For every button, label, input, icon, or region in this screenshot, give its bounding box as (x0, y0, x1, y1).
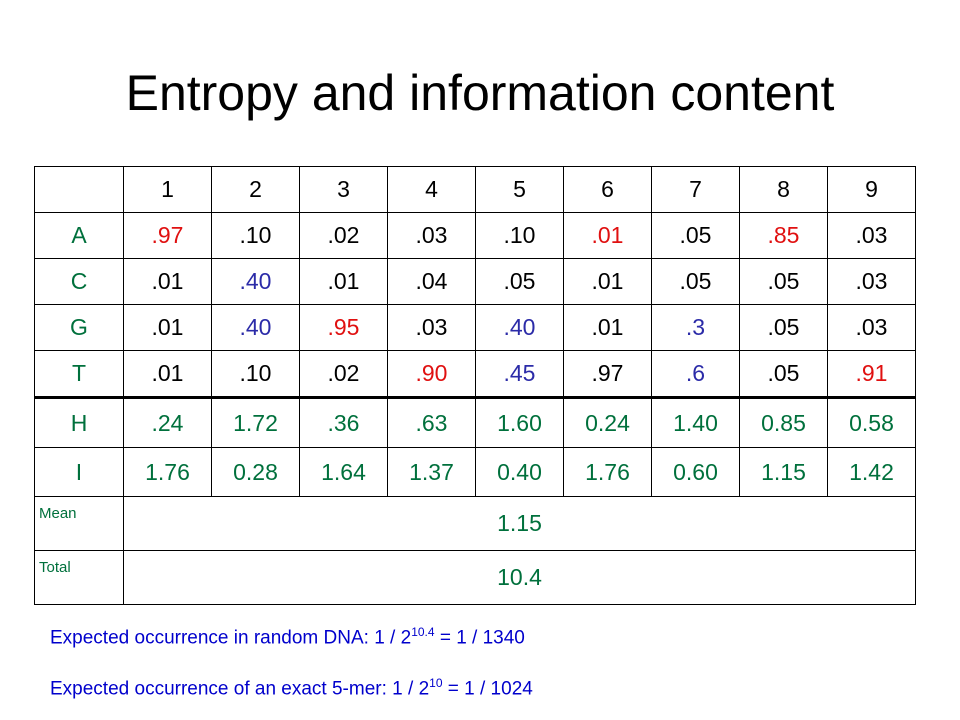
row-label: G (34, 304, 124, 351)
probability-cell: .85 (739, 212, 828, 259)
probability-cell: .40 (211, 258, 300, 305)
column-header: 4 (387, 166, 476, 213)
probability-cell: .6 (651, 350, 740, 399)
probability-cell: .3 (651, 304, 740, 351)
column-header: 6 (563, 166, 652, 213)
note-random-dna: Expected occurrence in random DNA: 1 / 2… (50, 625, 525, 649)
probability-cell: .05 (475, 258, 564, 305)
probability-cell: .03 (827, 304, 916, 351)
metric-cell: .24 (123, 397, 212, 448)
metric-cell: 1.42 (827, 447, 916, 497)
column-header: 3 (299, 166, 388, 213)
metric-cell: 0.60 (651, 447, 740, 497)
nucleotide-row: G .01.40.95.03.40.01.3.05.03 (34, 304, 916, 351)
metric-row: H .24 1.72.36.63 1.60 0.24 1.40 0.85 0.58 (34, 397, 916, 448)
column-header: 8 (739, 166, 828, 213)
total-value: 10.4 (123, 550, 916, 605)
probability-cell: .01 (123, 350, 212, 399)
metric-cell: .63 (387, 397, 476, 448)
probability-table: 1 2 3 4 5 6 7 8 9 A .97.10.02.03.10.01.05.85.03 C .0… (34, 166, 916, 605)
probability-cell: .01 (563, 212, 652, 259)
nucleotide-row: C .01.40.01.04.05.01.05.05.03 (34, 258, 916, 305)
probability-cell: .45 (475, 350, 564, 399)
row-label: C (34, 258, 124, 305)
metric-cell: 0.40 (475, 447, 564, 497)
corner-cell (34, 166, 124, 213)
note-prefix: Expected occurrence of an exact 5-mer: 1… (50, 678, 430, 700)
column-header: 1 (123, 166, 212, 213)
metric-row: I 1.76 0.28 1.64 1.37 0.40 1.76 0.60 1.15 1.42 (34, 447, 916, 497)
column-header: 5 (475, 166, 564, 213)
note-exponent: 10 (429, 676, 443, 690)
probability-cell: .03 (827, 258, 916, 305)
probability-cell: .03 (827, 212, 916, 259)
probability-cell: .05 (739, 350, 828, 399)
probability-cell: .10 (475, 212, 564, 259)
probability-cell: .05 (651, 212, 740, 259)
note-exponent: 10.4 (411, 625, 435, 639)
probability-cell: .03 (387, 212, 476, 259)
probability-cell: .01 (123, 304, 212, 351)
note-suffix: = 1 / 1340 (434, 627, 525, 649)
metric-cell: 0.58 (827, 397, 916, 448)
nucleotide-row: T .01.10.02.90.45.97.6.05.91 (34, 350, 916, 399)
total-label: Total (34, 550, 124, 605)
row-label: T (34, 350, 124, 399)
nucleotide-row: A .97.10.02.03.10.01.05.85.03 (34, 212, 916, 259)
metric-cell: 1.72 (211, 397, 300, 448)
total-row: Total 10.4 (34, 550, 916, 605)
row-label: A (34, 212, 124, 259)
metric-cell: 0.24 (563, 397, 652, 448)
mean-label: Mean (34, 496, 124, 551)
row-label: I (34, 447, 124, 497)
probability-cell: .40 (211, 304, 300, 351)
probability-cell: .10 (211, 350, 300, 399)
probability-cell: .01 (563, 304, 652, 351)
metric-cell: 1.37 (387, 447, 476, 497)
page-title: Entropy and information content (125, 65, 835, 121)
probability-cell: .05 (651, 258, 740, 305)
probability-cell: .03 (387, 304, 476, 351)
metric-cell: 1.64 (299, 447, 388, 497)
mean-row: Mean 1.15 (34, 496, 916, 551)
probability-cell: .95 (299, 304, 388, 351)
probability-cell: .05 (739, 304, 828, 351)
note-suffix: = 1 / 1024 (442, 678, 533, 700)
metric-cell: 1.60 (475, 397, 564, 448)
column-header: 7 (651, 166, 740, 213)
probability-cell: .02 (299, 212, 388, 259)
probability-cell: .91 (827, 350, 916, 399)
probability-cell: .01 (123, 258, 212, 305)
probability-cell: .97 (123, 212, 212, 259)
metric-cell: 1.76 (563, 447, 652, 497)
probability-cell: .04 (387, 258, 476, 305)
probability-cell: .97 (563, 350, 652, 399)
metric-cell: 0.85 (739, 397, 828, 448)
mean-value: 1.15 (123, 496, 916, 551)
note-prefix: Expected occurrence in random DNA: 1 / 2 (50, 627, 412, 649)
probability-cell: .10 (211, 212, 300, 259)
metric-cell: 1.15 (739, 447, 828, 497)
column-header: 2 (211, 166, 300, 213)
probability-cell: .05 (739, 258, 828, 305)
metric-cell: 1.40 (651, 397, 740, 448)
probability-cell: .01 (563, 258, 652, 305)
probability-cell: .40 (475, 304, 564, 351)
probability-cell: .90 (387, 350, 476, 399)
note-exact-5mer: Expected occurrence of an exact 5-mer: 1… (50, 676, 533, 700)
column-header: 9 (827, 166, 916, 213)
probability-cell: .02 (299, 350, 388, 399)
metric-cell: 1.76 (123, 447, 212, 497)
row-label: H (34, 397, 124, 448)
metric-cell: .36 (299, 397, 388, 448)
probability-cell: .01 (299, 258, 388, 305)
metric-cell: 0.28 (211, 447, 300, 497)
